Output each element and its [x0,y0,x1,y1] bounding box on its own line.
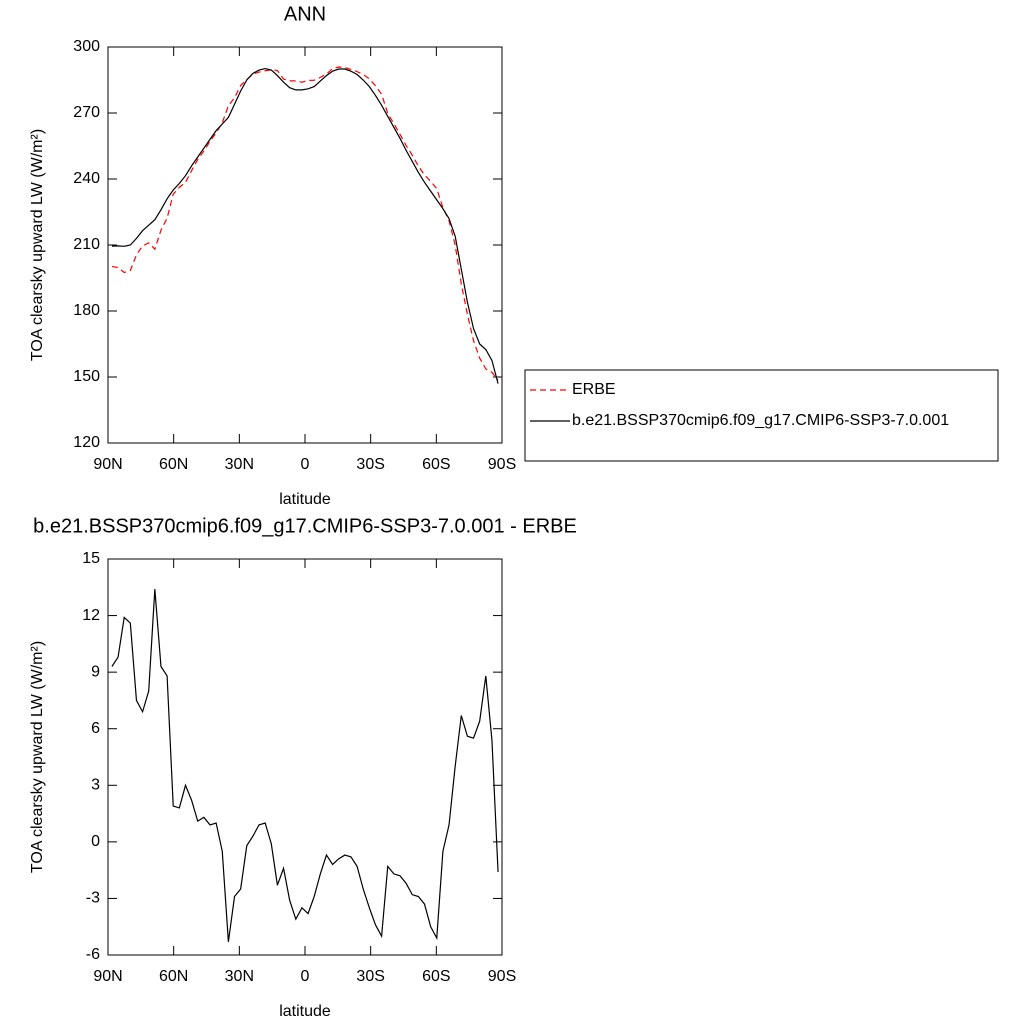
y-tick-label: 150 [73,368,100,385]
legend-box [524,369,999,462]
y-tick-label: 9 [91,663,100,680]
x-tick-label: 0 [301,456,310,473]
x-tick-label: 30N [225,968,254,985]
y-tick-label: 12 [82,607,100,624]
y-tick-label: 270 [73,104,100,121]
x-tick-label: 30S [356,968,384,985]
legend-label: b.e21.BSSP370cmip6.f09_g17.CMIP6-SSP3-7.… [572,412,949,429]
x-axis-label: latitude [279,491,331,508]
y-tick-label: 6 [91,720,100,737]
chart-title: b.e21.BSSP370cmip6.f09_g17.CMIP6-SSP3-7.… [33,515,577,537]
x-tick-label: 90N [93,968,122,985]
y-tick-label: 180 [73,302,100,319]
x-tick-label: 90S [488,968,516,985]
x-tick-label: 60N [159,968,188,985]
x-tick-label: 60S [422,968,450,985]
y-tick-label: -6 [86,946,100,963]
y-tick-label: 210 [73,236,100,253]
y-axis-label: TOA clearsky upward LW (W/m²) [29,641,46,873]
chart-title: ANN [284,3,326,25]
y-tick-label: 3 [91,777,100,794]
y-axis-label: TOA clearsky upward LW (W/m²) [29,129,46,361]
y-tick-label: -3 [86,890,100,907]
data-line [111,67,499,384]
y-tick-label: 0 [91,833,100,850]
panel: ANN latitude TOA clearsky upward LW (W/m²)… [29,3,999,508]
panel: b.e21.BSSP370cmip6.f09_g17.CMIP6-SSP3-7.… [29,515,577,1020]
legend-label: ERBE [572,381,616,398]
data-line [111,66,499,381]
y-tick-label: 240 [73,170,100,187]
plot-frame [107,558,503,956]
x-tick-label: 30N [225,456,254,473]
y-tick-label: 15 [82,550,100,567]
plot-frame [107,46,503,444]
y-tick-label: 300 [73,38,100,55]
x-tick-label: 0 [301,968,310,985]
y-tick-label: 120 [73,434,100,451]
x-axis-label: latitude [279,1003,331,1020]
x-tick-label: 60S [422,456,450,473]
x-tick-label: 90S [488,456,516,473]
x-tick-label: 60N [159,456,188,473]
x-tick-label: 90N [93,456,122,473]
data-line [111,589,499,942]
legend: ERBE b.e21.BSSP370cmip6.f09_g17.CMIP6-SSP… [524,369,999,462]
x-tick-label: 30S [356,456,384,473]
